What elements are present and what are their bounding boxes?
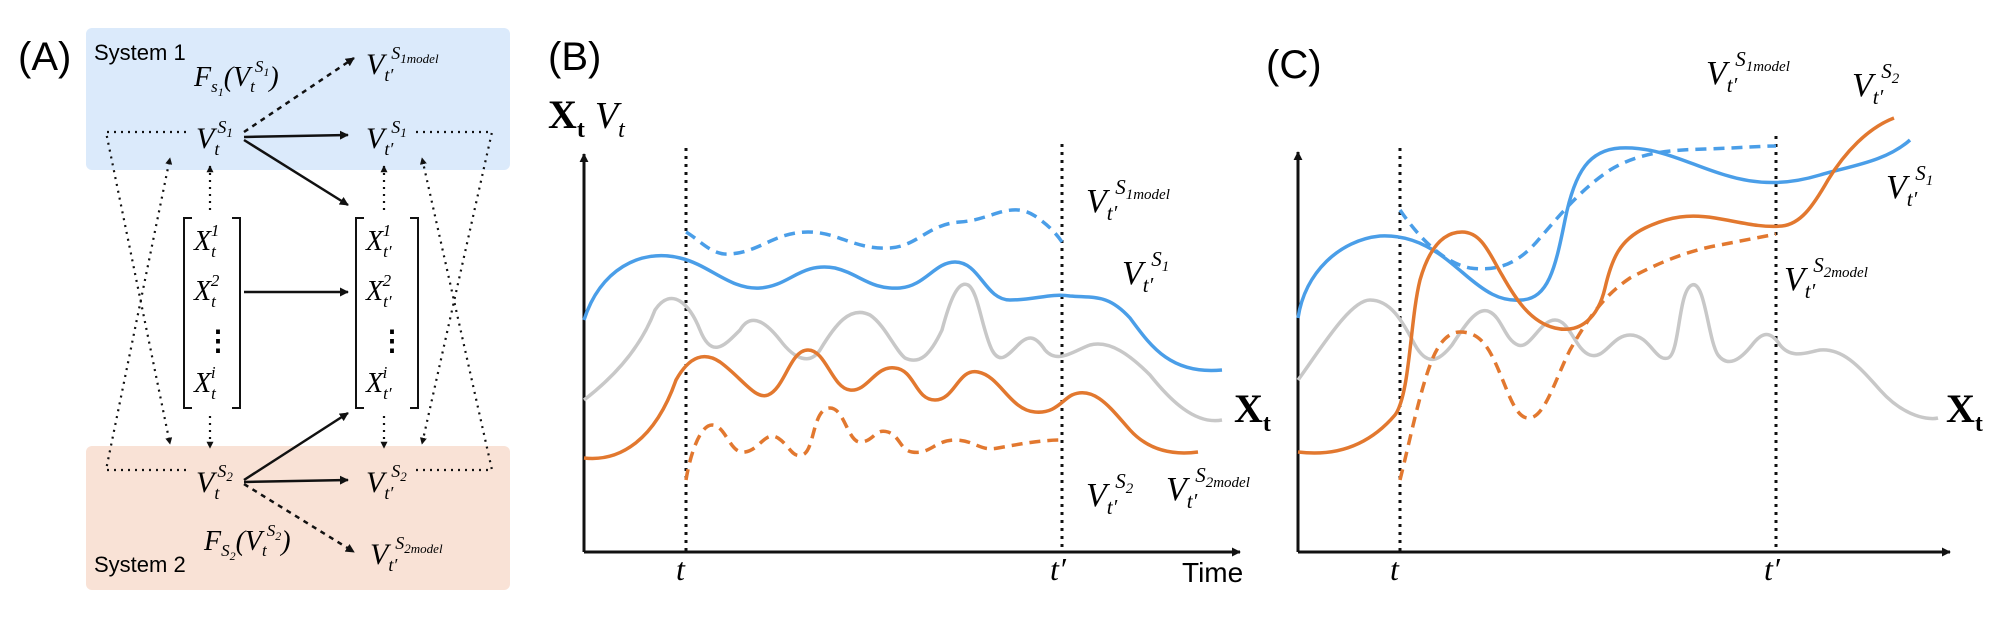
axes-c	[1293, 151, 1951, 557]
matrix-x-t	[183, 217, 241, 409]
series-gray-b	[582, 282, 1223, 423]
label-b-s2: Vt′S2	[1086, 469, 1134, 519]
xt-label-b: Xt	[1234, 386, 1271, 437]
series-orange-model-b	[684, 406, 1063, 481]
node-v-tp-s2: Vt′S2	[366, 461, 407, 503]
xt-label-c: Xt	[1946, 386, 1983, 437]
node-v-t-s2: VtS2	[196, 461, 233, 503]
x-t-i: Xti	[193, 363, 217, 403]
label-b-s1model: Vt′S1model	[1086, 175, 1170, 225]
node-v-tp-s2model: Vt′S2model	[370, 533, 443, 575]
node-v-tp-s1model: Vt′S1model	[366, 43, 439, 85]
x-tp-2: Xt′2	[365, 271, 392, 311]
t-label-c: t	[1390, 551, 1400, 587]
series-gray-c	[1296, 283, 1939, 421]
time-markers-b	[684, 144, 1064, 552]
series-orange-b	[583, 348, 1199, 461]
panel-c-label: (C)	[1266, 43, 1322, 87]
x-tp-vdots: ⋮	[378, 326, 406, 357]
model-fn-s2: FS2(VtS2)	[203, 521, 291, 563]
dashed-arrows	[243, 56, 355, 554]
series-blue-b	[582, 253, 1223, 373]
tp-label-b: t′	[1050, 551, 1067, 587]
solid-arrows	[243, 130, 349, 485]
y-axis-label-b: Xt Vt	[548, 92, 626, 143]
system1-label: System 1	[94, 40, 186, 65]
series-blue-model-b	[685, 208, 1064, 256]
label-b-s1: Vt′S1	[1122, 247, 1169, 297]
tp-label-c: t′	[1764, 551, 1781, 587]
t-label-b: t	[676, 551, 686, 587]
model-fn-s1: Fs1(VtS1)	[193, 57, 279, 99]
label-c-s1model: Vt′S1model	[1706, 47, 1790, 97]
panel-b-label: (B)	[548, 35, 601, 79]
panel-a-label: (A)	[18, 35, 71, 79]
time-markers-c	[1398, 136, 1778, 552]
system1-box	[86, 28, 510, 170]
system2-label: System 2	[94, 552, 186, 577]
node-v-t-s1: VtS1	[196, 117, 233, 159]
series-blue-c	[1296, 138, 1912, 319]
x-t-1: Xt1	[193, 221, 219, 261]
label-c-s2model: Vt′S2model	[1784, 253, 1868, 303]
label-c-s1: Vt′S1	[1886, 161, 1933, 211]
matrix-x-tp	[355, 217, 419, 409]
x-tp-1: Xt′1	[365, 221, 392, 261]
panel-a: (A) System 1 System 2 Fs1(VtS1) FS2(VtS2…	[18, 28, 510, 590]
x-t-2: Xt2	[193, 271, 220, 311]
label-b-s2model: Vt′S2model	[1166, 463, 1250, 513]
time-label: Time	[1182, 557, 1243, 588]
axes-b	[579, 153, 1241, 557]
series-blue-model-c	[1398, 144, 1777, 271]
label-c-s2: Vt′S2	[1852, 59, 1900, 109]
series-orange-c	[1297, 116, 1895, 455]
panel-c: (C) t t′ Xt Vt′S1model Vt′S2 Vt′S1 Vt′S2…	[1266, 43, 1983, 587]
dotted-arrows	[104, 130, 494, 472]
panel-b: (B) Xt Vt t t′ Time Xt Vt′S1model Vt′S1 V…	[548, 35, 1271, 588]
node-v-tp-s1: Vt′S1	[366, 117, 407, 159]
x-tp-i: Xt′i	[365, 363, 392, 403]
x-t-vdots: ⋮	[204, 326, 232, 357]
